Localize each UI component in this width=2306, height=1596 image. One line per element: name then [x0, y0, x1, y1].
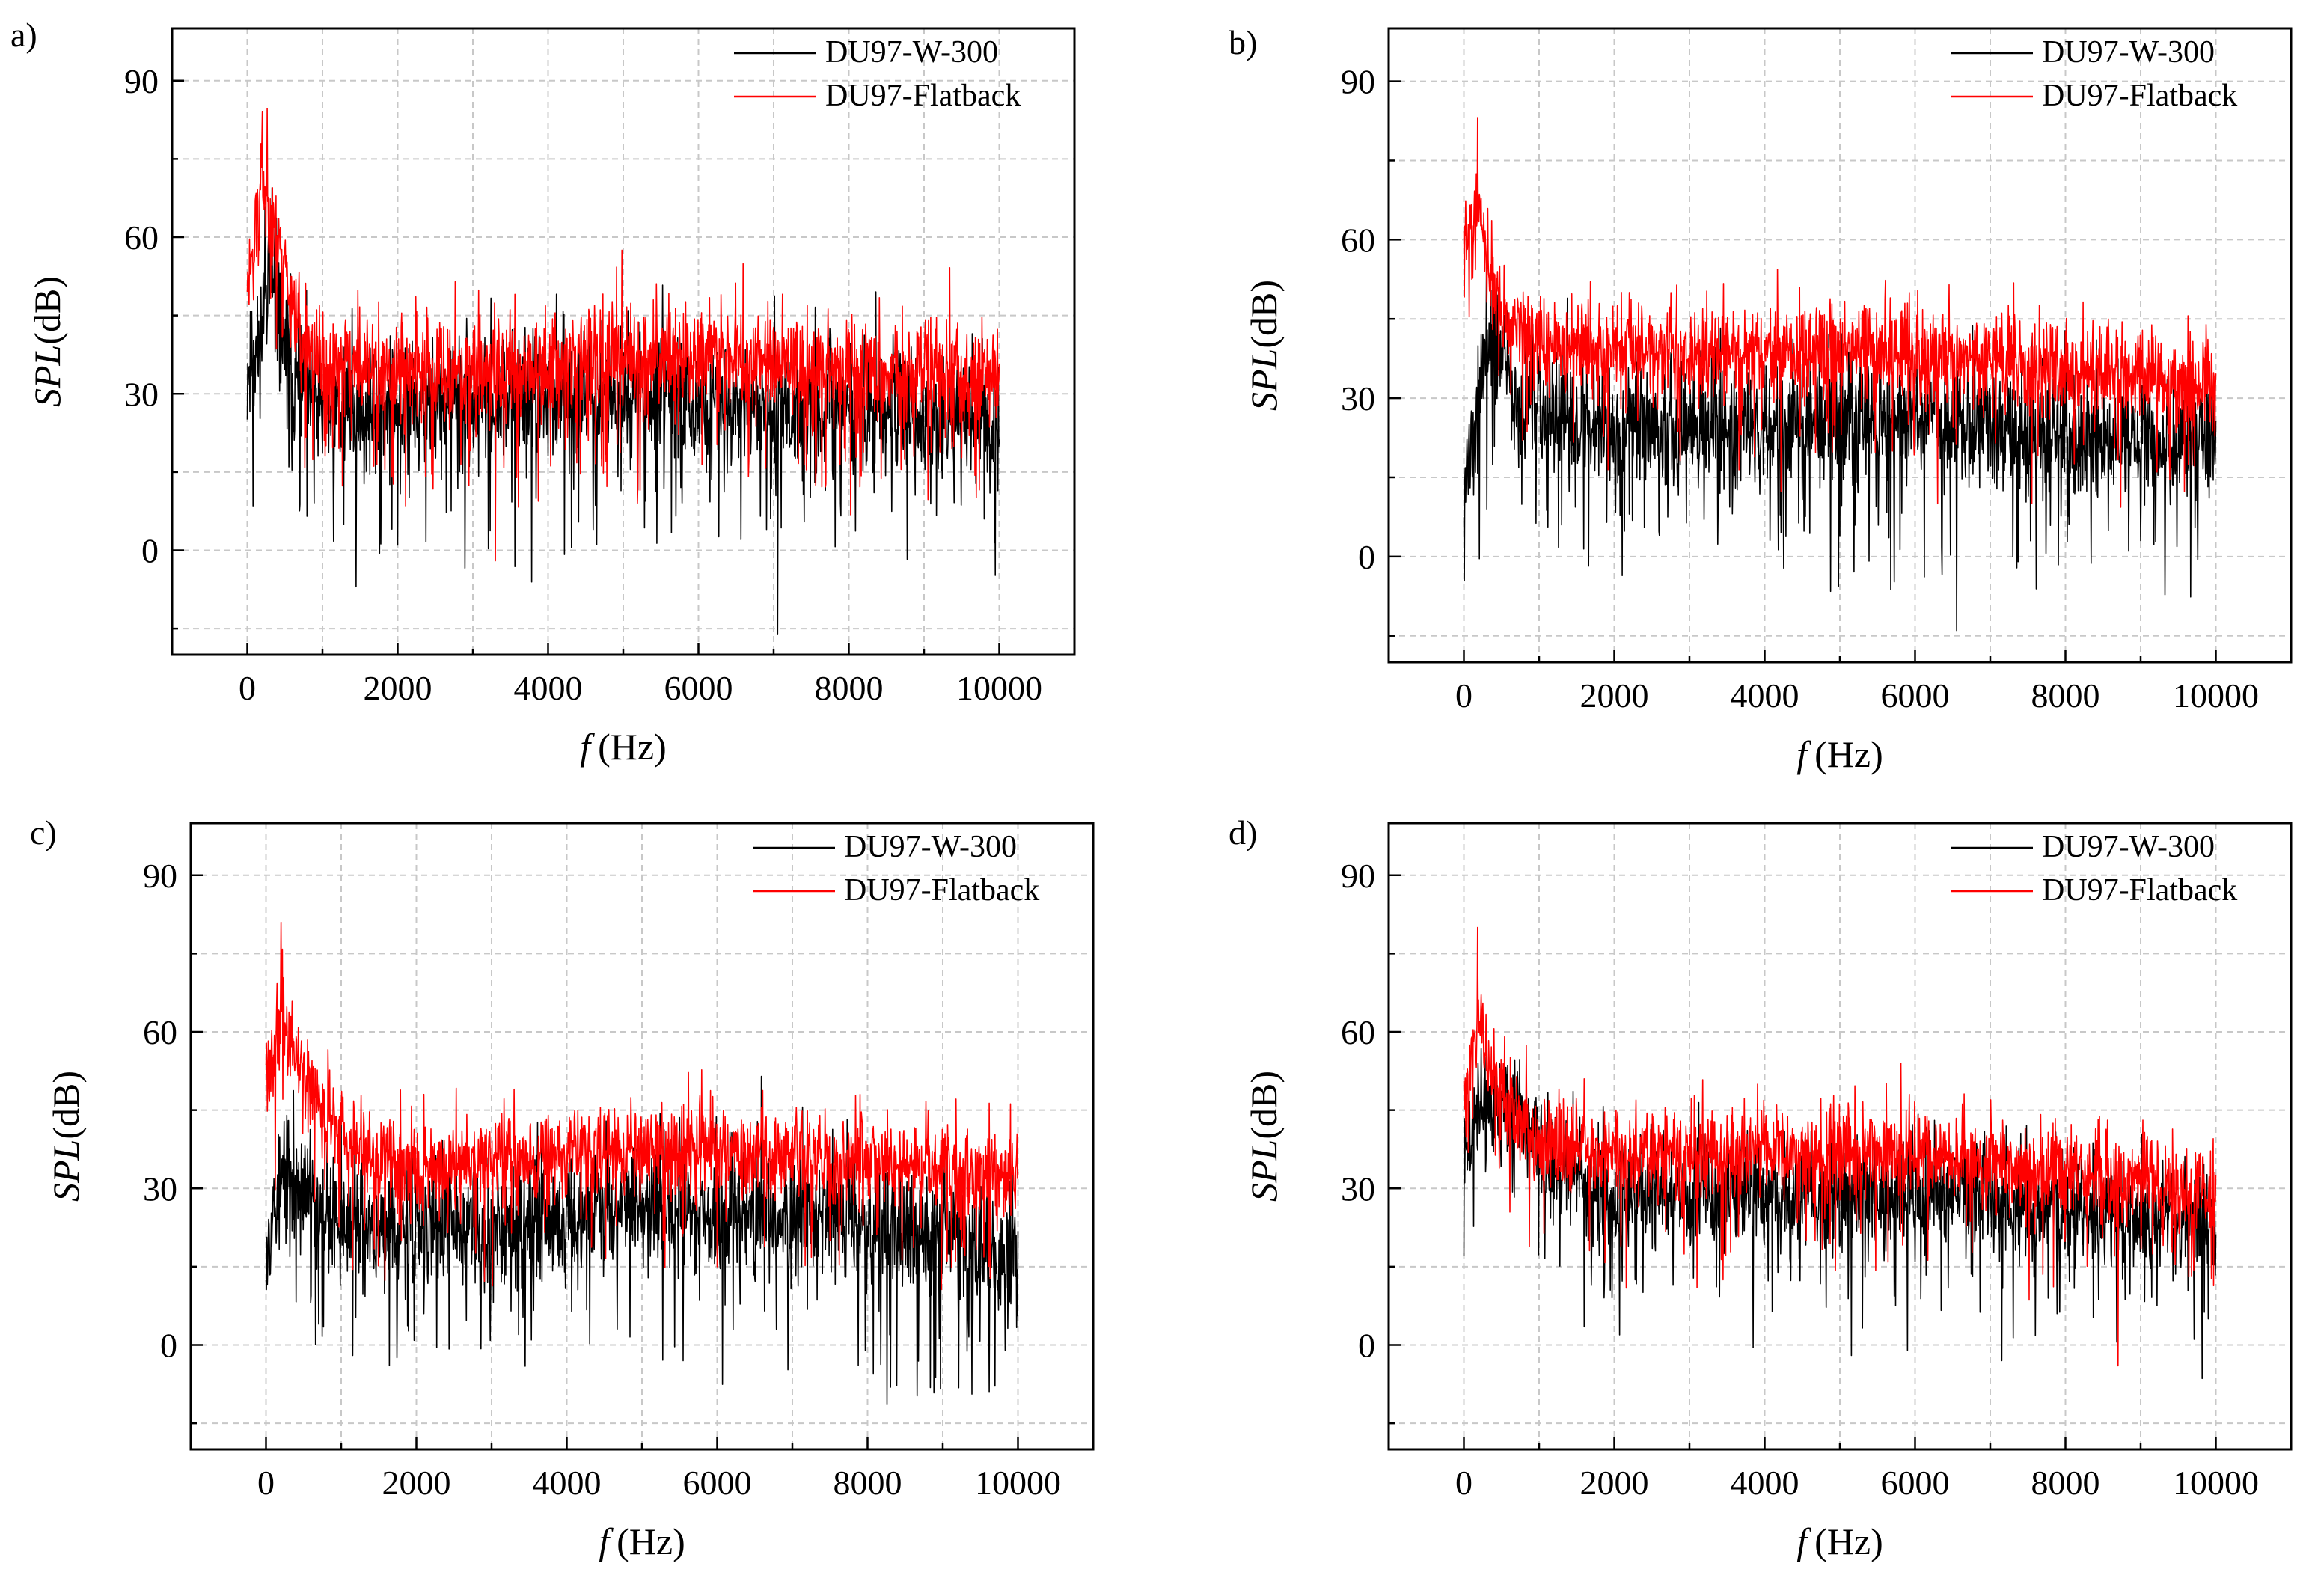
y-tick-label: 60 [124, 218, 159, 257]
panel-letter: a) [10, 16, 37, 54]
x-tick-label: 4000 [514, 669, 583, 707]
legend-label-du97-flatback: DU97-Flatback [825, 79, 1021, 113]
legend: DU97-W-300 DU97-Flatback [1951, 35, 2237, 113]
x-tick-label: 0 [239, 669, 256, 707]
x-tick-label: 8000 [2031, 676, 2100, 715]
y-tick-label: 60 [1341, 221, 1375, 259]
series-line-du97-w-300 [265, 1075, 1019, 1406]
series-line-du97-flatback [1463, 926, 2217, 1367]
legend-label-du97-w-300: DU97-W-300 [2042, 830, 2215, 864]
y-axis-unit: (dB) [26, 276, 68, 345]
y-tick-label: 0 [141, 532, 159, 570]
y-tick-label: 30 [124, 375, 159, 413]
y-axis-variable: SPL [26, 345, 68, 407]
y-axis-unit: (dB) [1243, 1071, 1285, 1140]
x-tick-label: 6000 [683, 1464, 752, 1502]
y-axis-unit: (dB) [1243, 280, 1285, 349]
y-axis-variable: SPL [1243, 1140, 1285, 1202]
y-tick-label: 0 [1358, 538, 1375, 576]
legend-label-du97-w-300: DU97-W-300 [2042, 35, 2215, 70]
x-tick-label: 2000 [364, 669, 432, 707]
y-tick-label: 90 [143, 857, 177, 895]
x-tick-label: 2000 [382, 1464, 451, 1502]
legend: DU97-W-300 DU97-Flatback [753, 830, 1039, 908]
x-axis-unit: (Hz) [617, 1520, 685, 1562]
panel-letter: d) [1229, 813, 1257, 851]
x-axis-variable: f [580, 726, 595, 768]
series-line-du97-flatback [246, 108, 1000, 562]
y-tick-label: 30 [143, 1170, 177, 1208]
x-axis-unit: (Hz) [1814, 733, 1883, 775]
legend-label-du97-w-300: DU97-W-300 [825, 35, 998, 70]
x-axis-unit: (Hz) [598, 726, 667, 768]
panel-letter: b) [1229, 23, 1257, 61]
y-tick-label: 30 [1341, 1170, 1375, 1208]
x-axis-label: f (Hz) [1796, 1520, 1883, 1562]
x-tick-label: 2000 [1580, 1464, 1649, 1502]
y-axis-variable: SPL [45, 1140, 87, 1202]
y-tick-label: 30 [1341, 379, 1375, 418]
x-tick-label: 4000 [1731, 1464, 1799, 1502]
legend-label-du97-w-300: DU97-W-300 [844, 830, 1017, 864]
y-tick-label: 0 [160, 1327, 177, 1365]
x-tick-label: 10000 [2173, 676, 2259, 715]
x-tick-label: 4000 [1731, 676, 1799, 715]
series-line-du97-flatback [265, 921, 1019, 1291]
x-tick-label: 0 [1455, 676, 1472, 715]
y-axis-variable: SPL [1243, 349, 1285, 411]
legend-label-du97-flatback: DU97-Flatback [2042, 79, 2237, 113]
y-axis-label: SPL(dB) [1243, 280, 1285, 411]
x-tick-label: 8000 [2031, 1464, 2100, 1502]
y-axis-label: SPL(dB) [45, 1071, 87, 1202]
panel-letter: c) [30, 813, 57, 851]
y-tick-label: 60 [143, 1013, 177, 1051]
y-tick-label: 90 [1341, 857, 1375, 895]
x-tick-label: 0 [1455, 1464, 1472, 1502]
x-tick-label: 2000 [1580, 676, 1649, 715]
legend-label-du97-flatback: DU97-Flatback [2042, 873, 2237, 908]
y-axis-label: SPL(dB) [1243, 1071, 1285, 1202]
x-tick-label: 6000 [1881, 676, 1950, 715]
x-tick-label: 4000 [533, 1464, 602, 1502]
x-axis-label: f (Hz) [580, 726, 667, 768]
x-axis-variable: f [1796, 1520, 1811, 1562]
x-axis-unit: (Hz) [1814, 1520, 1883, 1562]
y-tick-label: 60 [1341, 1013, 1375, 1051]
y-tick-label: 90 [1341, 63, 1375, 101]
legend-label-du97-flatback: DU97-Flatback [844, 873, 1039, 908]
x-tick-label: 8000 [834, 1464, 902, 1502]
y-axis-unit: (dB) [45, 1071, 87, 1140]
x-axis-variable: f [599, 1520, 614, 1562]
x-tick-label: 6000 [664, 669, 733, 707]
x-axis-variable: f [1796, 733, 1811, 775]
x-tick-label: 0 [257, 1464, 275, 1502]
series-line-du97-w-300 [246, 187, 1000, 635]
x-tick-label: 10000 [2173, 1464, 2259, 1502]
y-tick-label: 0 [1358, 1327, 1375, 1365]
y-axis-label: SPL(dB) [26, 276, 68, 407]
legend: DU97-W-300 DU97-Flatback [1951, 830, 2237, 908]
x-tick-label: 10000 [956, 669, 1042, 707]
legend: DU97-W-300 DU97-Flatback [734, 35, 1021, 113]
x-axis-label: f (Hz) [1796, 733, 1883, 775]
x-axis-label: f (Hz) [599, 1520, 685, 1562]
x-tick-label: 10000 [975, 1464, 1061, 1502]
x-tick-label: 8000 [815, 669, 884, 707]
y-tick-label: 90 [124, 62, 159, 100]
x-tick-label: 6000 [1881, 1464, 1950, 1502]
series-line-du97-w-300 [1463, 266, 2217, 632]
series-line-du97-flatback [1463, 117, 2217, 508]
